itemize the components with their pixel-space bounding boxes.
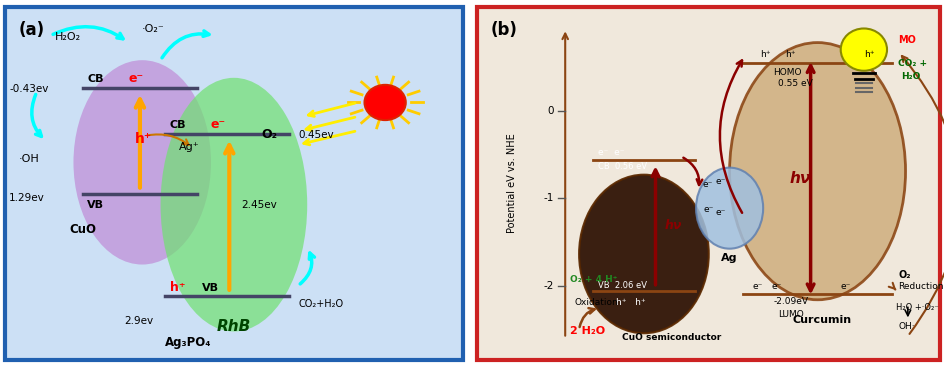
Text: HOMO: HOMO	[773, 68, 801, 77]
Text: e⁻: e⁻	[840, 281, 851, 291]
Text: OH·: OH·	[898, 322, 914, 331]
Text: -1: -1	[543, 193, 553, 203]
Text: h⁺: h⁺	[135, 132, 152, 146]
Text: ·O₂⁻: ·O₂⁻	[142, 24, 165, 34]
Text: e⁻: e⁻	[715, 177, 725, 185]
Text: 0.45ev: 0.45ev	[297, 130, 333, 140]
Text: 2.45ev: 2.45ev	[241, 200, 277, 210]
Text: h⁺: h⁺	[170, 281, 185, 294]
Text: H₂O₂: H₂O₂	[55, 32, 81, 42]
Ellipse shape	[74, 60, 211, 265]
Text: CuO semiconductor: CuO semiconductor	[621, 333, 720, 342]
Text: -2: -2	[543, 281, 553, 291]
Text: h⁺: h⁺	[784, 50, 795, 59]
Text: e⁻: e⁻	[211, 118, 226, 131]
Ellipse shape	[696, 168, 763, 249]
Text: e⁻: e⁻	[702, 205, 713, 214]
Ellipse shape	[160, 78, 307, 331]
Text: O₂ + 4 H⁺: O₂ + 4 H⁺	[569, 275, 616, 284]
Text: CB: CB	[87, 74, 104, 84]
Text: CB: CB	[170, 120, 186, 130]
Text: Ag: Ag	[720, 253, 737, 263]
Text: -2.09eV: -2.09eV	[773, 297, 808, 306]
Text: h⁺: h⁺	[759, 50, 769, 59]
Text: -0.43ev: -0.43ev	[9, 84, 49, 94]
Text: e⁻: e⁻	[752, 281, 763, 291]
Text: H₂O +·O₂⁻: H₂O +·O₂⁻	[895, 303, 938, 312]
Ellipse shape	[840, 29, 886, 71]
Ellipse shape	[729, 43, 904, 300]
Text: e⁻: e⁻	[128, 72, 143, 85]
Text: CO₂ +: CO₂ +	[897, 59, 926, 68]
Text: CB  0.56 eV: CB 0.56 eV	[597, 162, 646, 171]
Text: H₂O: H₂O	[901, 72, 919, 80]
Text: ·OH: ·OH	[19, 155, 40, 164]
Text: hν: hν	[664, 219, 682, 232]
Text: LUMO: LUMO	[778, 310, 803, 319]
Text: h⁺: h⁺	[863, 50, 873, 59]
Text: h⁺   h⁺: h⁺ h⁺	[615, 298, 645, 307]
Text: e⁻: e⁻	[702, 180, 713, 189]
Text: e⁻: e⁻	[770, 281, 781, 291]
Text: VB: VB	[202, 283, 219, 293]
Text: 0.55 eV: 0.55 eV	[778, 79, 812, 88]
Text: Ag⁺: Ag⁺	[178, 142, 199, 152]
Text: e⁻: e⁻	[715, 208, 725, 217]
Text: Oxidation: Oxidation	[574, 298, 617, 307]
Text: O₂: O₂	[261, 128, 278, 141]
Text: Curcumin: Curcumin	[792, 315, 851, 325]
Text: VB  2.06 eV: VB 2.06 eV	[597, 281, 646, 290]
Text: VB: VB	[87, 200, 104, 210]
Text: Reduction: Reduction	[897, 281, 942, 291]
Text: MO: MO	[898, 35, 916, 45]
Ellipse shape	[364, 85, 405, 120]
Text: CO₂+H₂O: CO₂+H₂O	[297, 299, 343, 309]
Text: 0: 0	[547, 106, 553, 116]
Text: 1.29ev: 1.29ev	[9, 193, 45, 203]
Text: RhB: RhB	[216, 320, 251, 334]
Text: e⁻  e⁻: e⁻ e⁻	[597, 148, 623, 157]
Text: (b): (b)	[491, 21, 517, 39]
Ellipse shape	[579, 175, 708, 333]
Text: (a): (a)	[19, 21, 44, 39]
Text: Ag₃PO₄: Ag₃PO₄	[164, 335, 211, 349]
Text: O₂: O₂	[898, 270, 910, 280]
Text: CuO: CuO	[69, 223, 95, 236]
Text: Potential eV vs. NHE: Potential eV vs. NHE	[506, 134, 516, 233]
Text: 2 H₂O: 2 H₂O	[569, 326, 604, 336]
Text: hν: hν	[789, 171, 810, 186]
Text: 2.9ev: 2.9ev	[124, 316, 153, 326]
